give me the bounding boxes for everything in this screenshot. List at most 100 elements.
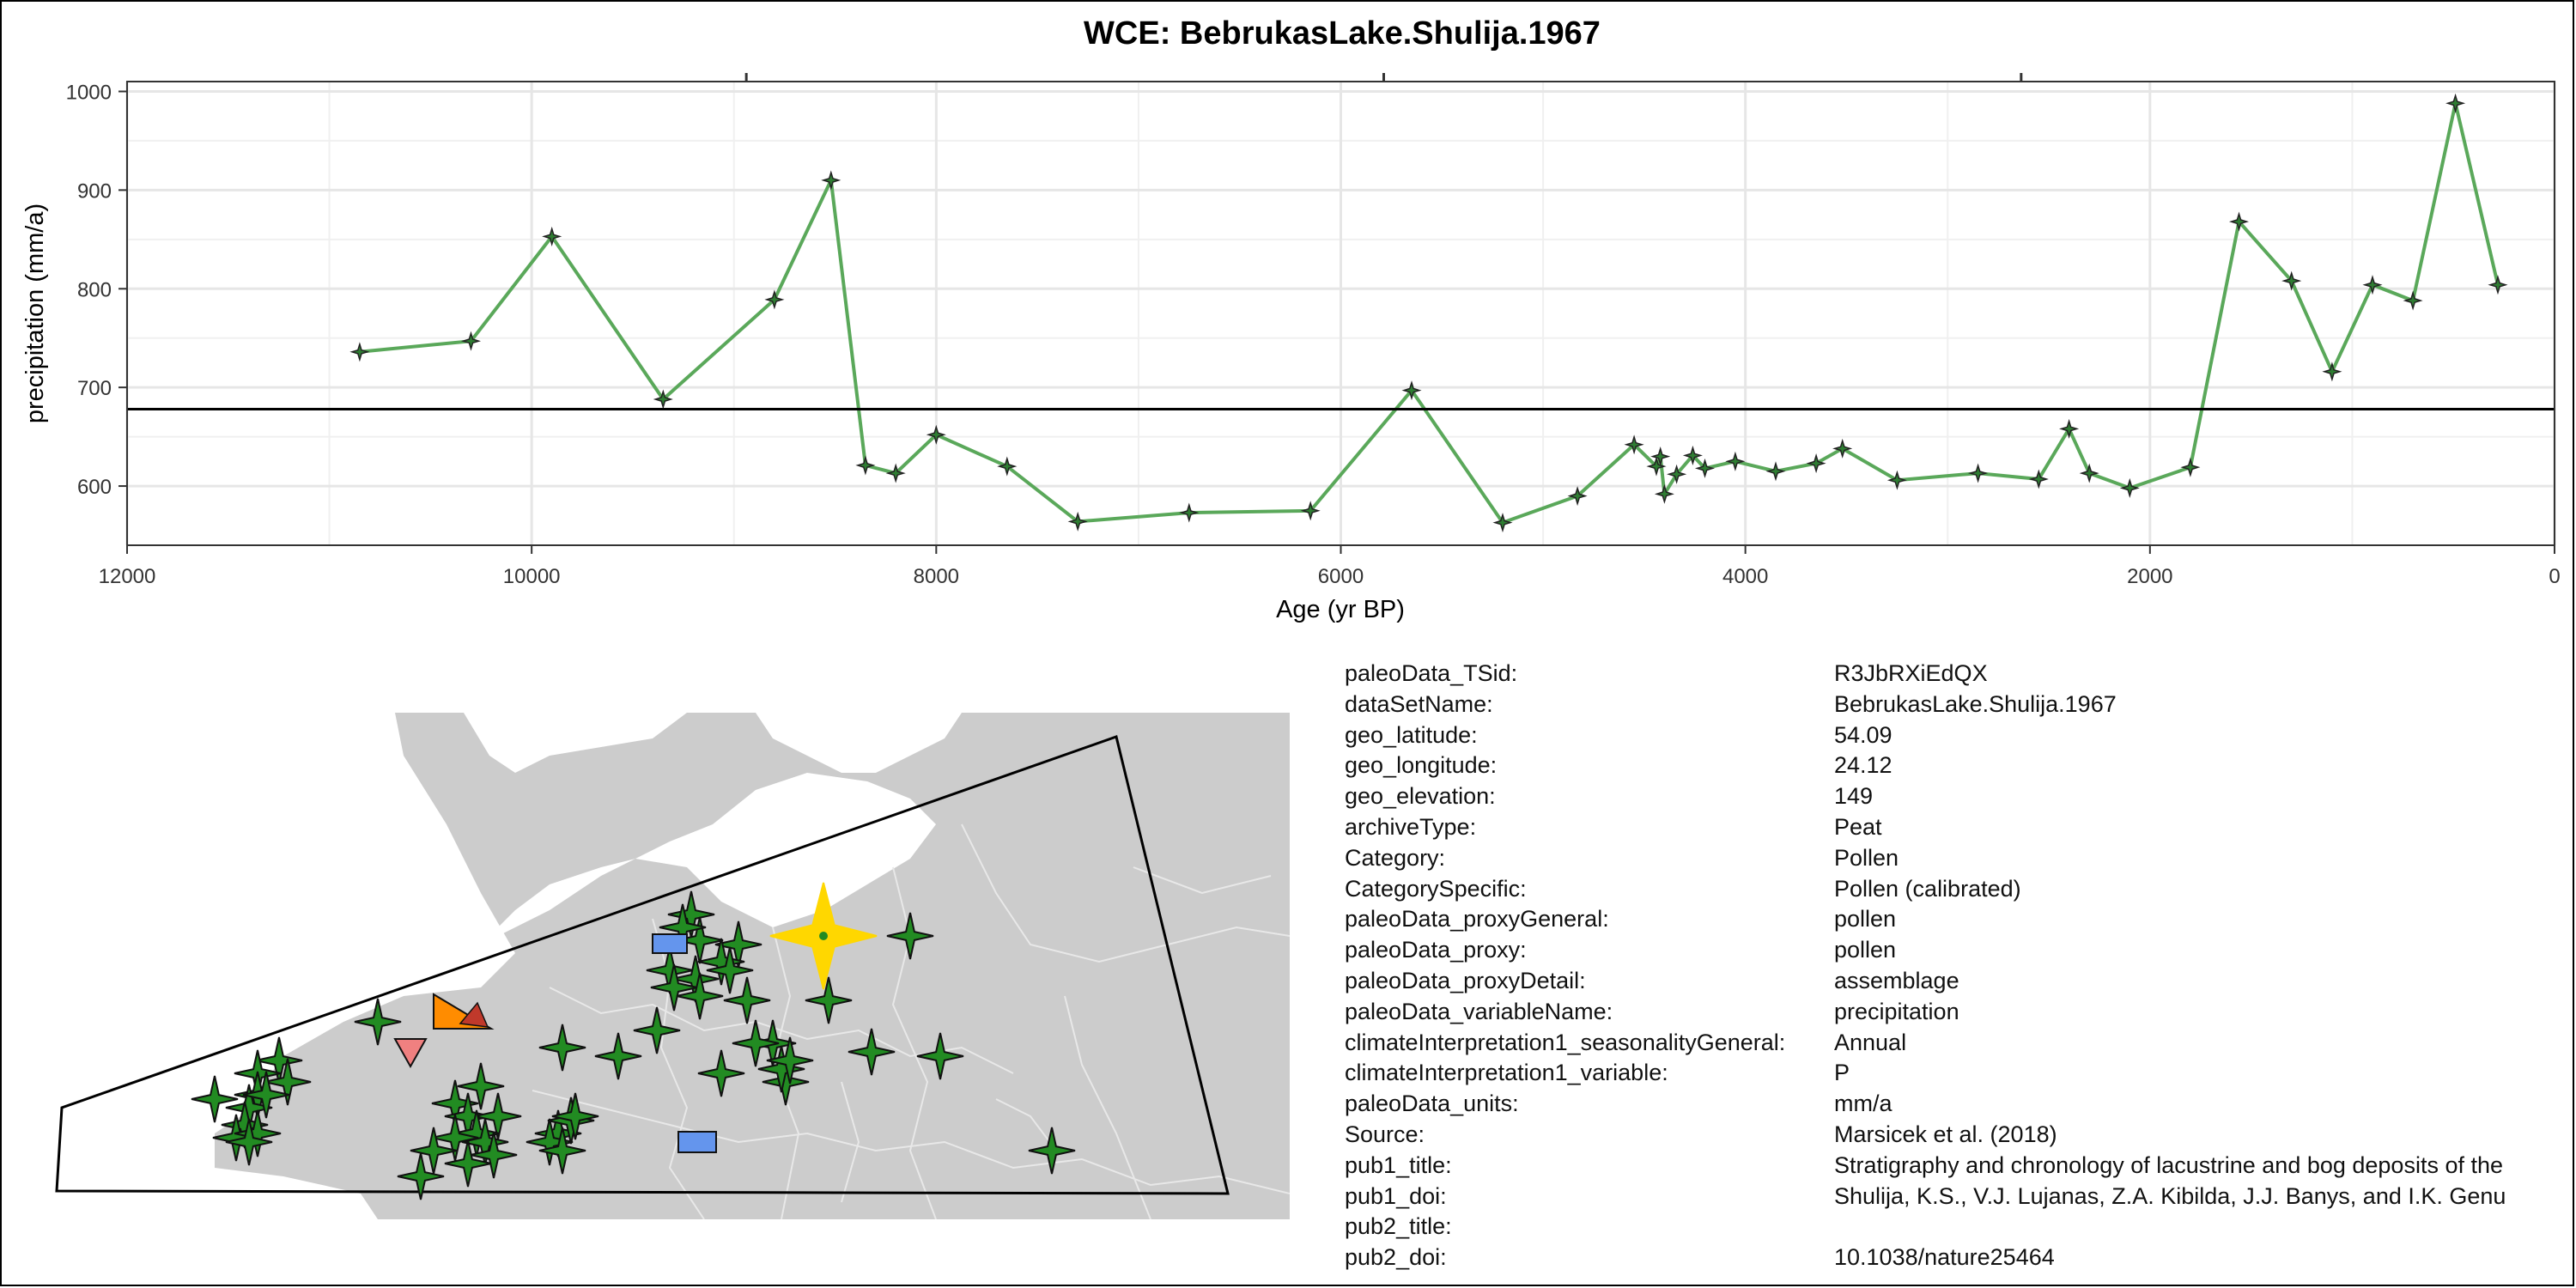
data-point [1725, 451, 1746, 471]
data-point [2079, 463, 2099, 483]
data-point [2059, 418, 2080, 439]
data-point [2322, 361, 2342, 382]
map-site-marker [633, 1006, 681, 1054]
data-point [1624, 434, 1644, 455]
data-point [1832, 438, 1853, 459]
data-point [1968, 463, 1989, 483]
x-tick-label: 2000 [2127, 565, 2172, 588]
data-point [1067, 511, 1088, 532]
metadata-key: pub1_doi: [1345, 1182, 1447, 1209]
metadata-value: 10.1038/nature25464 [1834, 1244, 2055, 1271]
metadata-key: paleoData_variableName: [1345, 998, 1613, 1024]
map-site-marker [723, 976, 771, 1024]
data-point [997, 456, 1018, 477]
map-site-marker [848, 1028, 896, 1076]
data-point [885, 463, 906, 483]
site-map [55, 713, 1290, 1219]
map-site-marker [538, 1024, 586, 1072]
metadata-value: Shulija, K.S., V.J. Lujanas, Z.A. Kibild… [1834, 1182, 2506, 1209]
chart-title: WCE: BebrukasLake.Shulija.1967 [1084, 15, 1601, 52]
metadata-key: pub2_doi: [1345, 1244, 1447, 1271]
data-point [926, 424, 946, 445]
metadata-value: precipitation [1834, 998, 1959, 1024]
data-point [1567, 486, 1588, 507]
metadata-key: geo_latitude: [1345, 721, 1478, 748]
map-triangle-marker [393, 1038, 428, 1069]
data-point [1179, 502, 1200, 523]
map-markers [191, 882, 1076, 1200]
metadata-key: Category: [1345, 844, 1446, 871]
metadata-value: mm/a [1834, 1091, 1893, 1117]
metadata-table: paleoData_TSid: R3JbRXiEdQX dataSetName: Be… [1345, 658, 2574, 1288]
map-site-marker [916, 1032, 964, 1080]
data-point [821, 170, 841, 191]
metadata-key: geo_elevation: [1345, 783, 1496, 810]
metadata-key: Source: [1345, 1121, 1425, 1147]
metadata-value: Marsicek et al. (2018) [1834, 1121, 2057, 1147]
data-point [1694, 458, 1716, 478]
metadata-value: Peat [1834, 814, 1882, 840]
data-point [764, 289, 785, 310]
data-point [2028, 469, 2049, 489]
data-point [1654, 483, 1674, 504]
metadata-key: paleoData_proxyGeneral: [1345, 906, 1609, 933]
map-site-marker [470, 1131, 518, 1179]
data-point [855, 455, 876, 476]
map-triangle-marker [459, 1001, 489, 1028]
map-site-marker [551, 1092, 599, 1140]
data-point [460, 331, 482, 351]
region-boundary-polygon [55, 735, 1230, 1195]
data-point [1765, 461, 1786, 482]
metadata-key: pub2_title: [1345, 1213, 1452, 1240]
metadata-value: P [1834, 1060, 1850, 1086]
series-precipitation [349, 93, 2508, 533]
data-point [1682, 445, 1703, 465]
metadata-key: paleoData_proxyDetail: [1345, 968, 1586, 993]
map-site-marker [766, 1036, 814, 1084]
metadata-value: 24.12 [1834, 752, 1893, 779]
metadata-value: Annual [1834, 1029, 1907, 1055]
metadata-value: BebrukasLake.Shulija.1967 [1834, 690, 2117, 717]
map-site-marker [457, 1062, 505, 1110]
metadata-key: pub1_title: [1345, 1151, 1452, 1178]
highlighted-site-center [819, 932, 828, 940]
data-point [542, 226, 562, 246]
y-axis: 600 700 800 900 1000 [66, 81, 127, 499]
data-point [653, 389, 673, 410]
x-tick-label: 8000 [914, 565, 959, 588]
data-point [1667, 464, 1687, 484]
map-site-marker [706, 946, 754, 994]
data-point [1650, 447, 1671, 467]
map-site-marker [264, 1058, 312, 1106]
x-tick-label: 6000 [1318, 565, 1364, 588]
metadata-key: climateInterpretation1_variable: [1345, 1060, 1668, 1086]
metadata-key: dataSetName: [1345, 690, 1493, 717]
metadata-value: R3JbRXiEdQX [1834, 660, 1988, 686]
metadata-value: assemblage [1834, 968, 1959, 993]
map-site-marker [676, 972, 724, 1020]
metadata-key: paleoData_proxy: [1345, 937, 1527, 963]
x-axis-label: Age (yr BP) [1276, 596, 1405, 623]
data-point [2180, 457, 2201, 477]
map-site-marker [225, 1118, 273, 1166]
x-tick-label: 12000 [99, 565, 156, 588]
metadata-key: archiveType: [1345, 814, 1477, 840]
x-tick-label: 4000 [1722, 565, 1768, 588]
map-site-marker [650, 963, 698, 1012]
metadata-value: pollen [1834, 906, 1897, 933]
data-point [1492, 513, 1513, 533]
x-tick-label: 10000 [503, 565, 561, 588]
data-point [2488, 275, 2508, 295]
data-point [2362, 275, 2383, 295]
plot-panel: 12000 10000 8000 6000 4000 2000 0 600 700 800 900… [21, 73, 2561, 623]
map-site-marker [732, 1019, 780, 1067]
y-tick-label: 600 [77, 476, 112, 499]
metadata-key: paleoData_units: [1345, 1091, 1519, 1117]
map-square-marker [652, 933, 688, 954]
data-point [2445, 93, 2466, 113]
metadata-key: climateInterpretation1_seasonalityGenera… [1345, 1029, 1786, 1055]
metadata-key: geo_longitude: [1345, 752, 1498, 779]
map-site-marker [1028, 1127, 1076, 1175]
